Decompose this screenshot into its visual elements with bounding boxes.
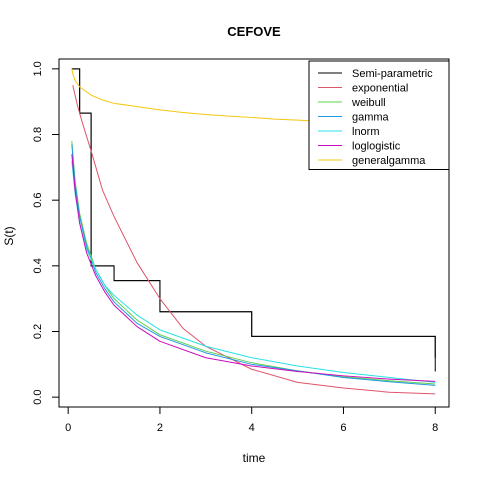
chart-title: CEFOVE (227, 24, 281, 39)
y-tick-label: 0.2 (32, 324, 44, 339)
series-loglogistic (71, 154, 436, 382)
legend-label: exponential (352, 83, 408, 95)
x-tick-label: 0 (65, 422, 71, 434)
x-tick-label: 4 (249, 422, 255, 434)
legend-label: lnorm (352, 126, 380, 138)
y-axis: 0.0 0.2 0.4 0.6 0.8 1.0 (32, 61, 60, 405)
series-exponential (72, 85, 436, 395)
series-generalgamma (71, 68, 321, 122)
legend-box (308, 60, 450, 170)
series-weibull (71, 141, 436, 385)
legend-label: weibull (351, 97, 386, 109)
y-tick-label: 0.6 (32, 193, 44, 208)
x-axis-label: time (243, 451, 266, 465)
y-tick-label: 0.8 (32, 127, 44, 142)
series-gamma (71, 144, 436, 386)
legend-label: Semi-parametric (352, 68, 433, 80)
x-tick-label: 2 (157, 422, 163, 434)
y-tick-label: 0.4 (32, 258, 44, 273)
x-axis: 0 2 4 6 8 (65, 406, 438, 434)
series-lnorm (71, 160, 436, 383)
plot-area (71, 68, 436, 395)
legend: Semi-parametric exponential weibull gamma ln… (308, 60, 450, 170)
y-tick-label: 0.0 (32, 390, 44, 405)
x-tick-label: 6 (340, 422, 346, 434)
y-tick-label: 1.0 (32, 61, 44, 76)
legend-label: generalgamma (352, 155, 426, 167)
y-axis-label: S(t) (2, 226, 16, 245)
legend-label: gamma (352, 112, 390, 124)
x-tick-label: 8 (432, 422, 438, 434)
legend-label: loglogistic (352, 141, 401, 153)
